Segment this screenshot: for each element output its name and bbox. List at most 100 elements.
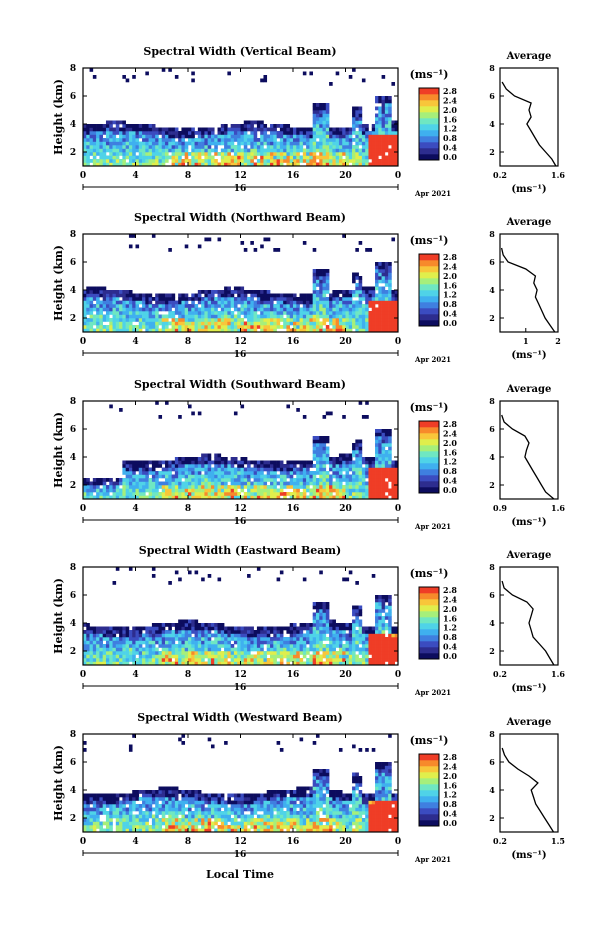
heatmap-cell	[296, 485, 300, 489]
heatmap-cell	[375, 162, 379, 167]
heatmap-cell	[273, 481, 277, 486]
heatmap-cell	[240, 155, 245, 160]
heatmap-cell	[279, 314, 284, 319]
heatmap-cell	[371, 495, 376, 500]
heatmap-cell	[171, 131, 176, 135]
heatmap-cell	[279, 152, 284, 156]
heatmap-cell	[102, 138, 107, 142]
heatmap-cell	[345, 467, 350, 472]
heatmap-cell	[217, 471, 222, 475]
heatmap-cell	[188, 478, 192, 482]
heatmap-cell	[322, 460, 327, 465]
heatmap-cell	[345, 162, 350, 167]
heatmap-cell	[128, 485, 133, 489]
heatmap-cell	[299, 467, 304, 472]
heatmap-cell	[96, 286, 100, 291]
heatmap-cell	[148, 460, 153, 465]
heatmap-cell	[217, 577, 222, 582]
colorbar-swatch	[419, 154, 439, 161]
heatmap-cell	[92, 661, 97, 666]
heatmap-cell	[240, 290, 245, 294]
heatmap-cell	[214, 492, 218, 496]
heatmap-cell	[96, 797, 100, 801]
heatmap-cell	[224, 658, 228, 662]
colorbar-swatch	[419, 124, 439, 131]
heatmap-cell	[375, 436, 379, 440]
heatmap-cell	[315, 619, 320, 624]
heatmap-cell	[381, 443, 386, 447]
heatmap-cell	[325, 658, 330, 662]
heatmap-cell	[309, 623, 313, 627]
heatmap-cell	[115, 300, 120, 305]
heatmap-cell	[184, 244, 189, 249]
heatmap-cell	[174, 570, 179, 575]
heatmap-cell	[86, 654, 90, 659]
heatmap-cell	[158, 630, 163, 634]
heatmap-cell	[194, 314, 199, 319]
heatmap-cell	[283, 297, 287, 301]
heatmap-cell	[342, 297, 346, 301]
heatmap-cell	[243, 155, 248, 160]
heatmap-cell	[263, 321, 268, 326]
heatmap-cell	[105, 644, 110, 648]
heatmap-cell	[371, 152, 376, 156]
heatmap-cell	[345, 464, 350, 468]
heatmap-cell	[122, 495, 126, 500]
heatmap-cell	[174, 131, 179, 135]
heatmap-cell	[227, 297, 231, 301]
heatmap-cell	[293, 148, 297, 153]
heatmap-cell	[335, 290, 340, 294]
heatmap-cell	[250, 127, 254, 132]
heatmap-cell	[325, 304, 330, 308]
heatmap-cell	[388, 141, 392, 146]
heatmap-cell	[260, 124, 264, 128]
heatmap-cell	[250, 471, 254, 475]
heatmap-cell	[145, 637, 149, 641]
heatmap-cell	[119, 492, 123, 496]
heatmap-cell	[247, 492, 251, 496]
heatmap-cell	[224, 328, 228, 333]
heatmap-cell	[217, 488, 222, 493]
heatmap-cell	[256, 630, 261, 634]
heatmap-cell	[207, 488, 212, 493]
heatmap-cell	[355, 325, 359, 329]
heatmap-cell	[161, 467, 166, 472]
heatmap-cell	[128, 304, 133, 308]
heatmap-cell	[276, 492, 281, 496]
average-x-tick-label: 2	[555, 336, 561, 346]
heatmap-cell	[270, 495, 274, 500]
heatmap-cell	[315, 661, 320, 666]
heatmap-cell	[361, 152, 366, 156]
heatmap-cell	[381, 429, 386, 433]
heatmap-cell	[83, 741, 87, 745]
heatmap-cell	[270, 148, 274, 153]
heatmap-cell	[388, 460, 392, 465]
heatmap-cell	[243, 471, 248, 475]
heatmap-cell	[365, 155, 369, 160]
heatmap-cell	[210, 304, 215, 308]
heatmap-cell	[358, 401, 363, 405]
heatmap-cell	[302, 464, 307, 468]
heatmap-cell	[309, 644, 313, 648]
heatmap-cell	[194, 492, 199, 496]
heatmap-cell	[384, 155, 389, 160]
heatmap-cell	[184, 325, 189, 329]
heatmap-cell	[89, 314, 94, 319]
heatmap-cell	[201, 488, 205, 493]
heatmap-cell	[394, 481, 399, 486]
heatmap-cell	[365, 162, 369, 167]
heatmap-cell	[214, 328, 218, 333]
heatmap-cell	[161, 159, 166, 163]
heatmap-cell	[319, 464, 323, 468]
heatmap-cell	[247, 651, 251, 655]
heatmap-cell	[384, 265, 389, 270]
heatmap-cell	[174, 633, 179, 638]
heatmap-cell	[109, 145, 113, 149]
heatmap-cell	[204, 237, 208, 242]
heatmap-cell	[89, 328, 94, 333]
heatmap-cell	[329, 619, 333, 624]
heatmap-cell	[168, 311, 172, 315]
heatmap-cell	[388, 612, 392, 617]
heatmap-cell	[391, 131, 396, 135]
heatmap-cell	[240, 640, 245, 645]
